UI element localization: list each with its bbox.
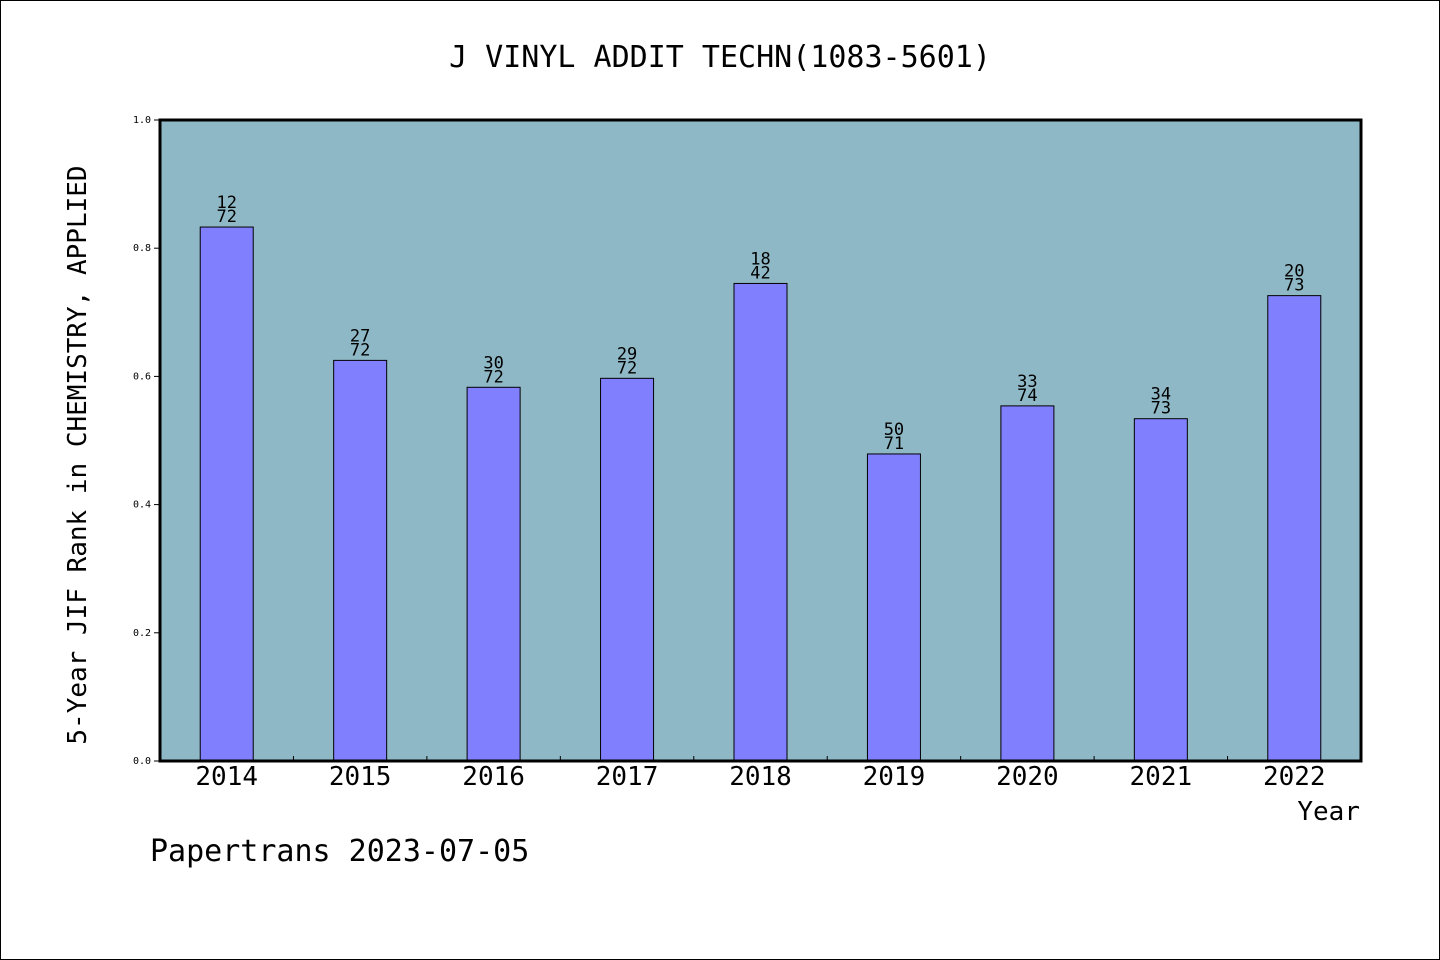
bar-label-rank-2016: 30 [483,353,503,373]
bar-label-rank-2014: 12 [216,193,236,213]
x-tick-label-2018: 2018 [729,762,792,792]
y-tick-label: 0.2 [133,628,151,639]
x-tick-label-2017: 2017 [596,762,659,792]
bar-2021 [1133,418,1188,762]
x-tick-label-2021: 2021 [1130,762,1193,792]
bar-label-rank-2020: 33 [1017,372,1037,392]
bar-2019 [866,453,921,762]
x-tick-label-2020: 2020 [996,762,1059,792]
y-axis-label: 5-Year JIF Rank in CHEMISTRY, APPLIED [63,165,93,744]
y-tick-label: 0.8 [133,243,151,254]
bar-2014 [199,226,254,762]
x-tick-label-2015: 2015 [329,762,392,792]
y-tick-label: 0.0 [133,756,151,767]
bar-label-rank-2021: 34 [1151,385,1171,405]
bar-label-rank-2018: 18 [750,249,770,269]
bar-label-total-2022: 73 [1284,276,1304,296]
bar-label-rank-2015: 27 [350,326,370,346]
y-tick-label: 0.6 [133,371,151,382]
x-tick-label-2019: 2019 [863,762,926,792]
y-tick-label: 0.4 [133,500,151,511]
footer-credit: Papertrans 2023-07-05 [150,834,530,869]
bar-label-total-2019: 71 [884,434,904,454]
bar-label-total-2017: 72 [617,358,637,378]
bar-label-rank-2017: 29 [617,344,637,364]
bar-label-total-2014: 72 [216,207,236,227]
bar-label-total-2020: 74 [1017,386,1037,406]
x-tick-label-2016: 2016 [462,762,525,792]
bar-label-total-2021: 73 [1151,399,1171,419]
x-tick-label-2022: 2022 [1263,762,1326,792]
y-tick-label: 1.0 [133,115,151,126]
bar-2016 [466,386,521,762]
bar-2020 [1000,405,1055,762]
x-axis: 2014 2015 2016 2017 2018 2019 2020 2021 2022 [195,756,1326,792]
bars-layer [199,226,1322,762]
bar-label-rank-2019: 50 [884,420,904,440]
bar-label-total-2015: 72 [350,340,370,360]
bar-2017 [600,377,655,762]
x-axis-label: Year [1297,797,1360,827]
bar-2018 [733,282,788,762]
y-axis: 0.0 0.2 0.4 0.6 0.8 1.0 [133,115,160,767]
x-tick-label-2014: 2014 [195,762,258,792]
chart-title: J VINYL ADDIT TECHN(1083-5601) [449,40,991,75]
bar-label-total-2018: 42 [750,263,770,283]
bar-2015 [333,359,388,762]
bar-label-total-2016: 72 [483,367,503,387]
bar-label-rank-2022: 20 [1284,262,1304,282]
plot-border [158,118,1363,763]
bar-2022 [1267,295,1322,762]
